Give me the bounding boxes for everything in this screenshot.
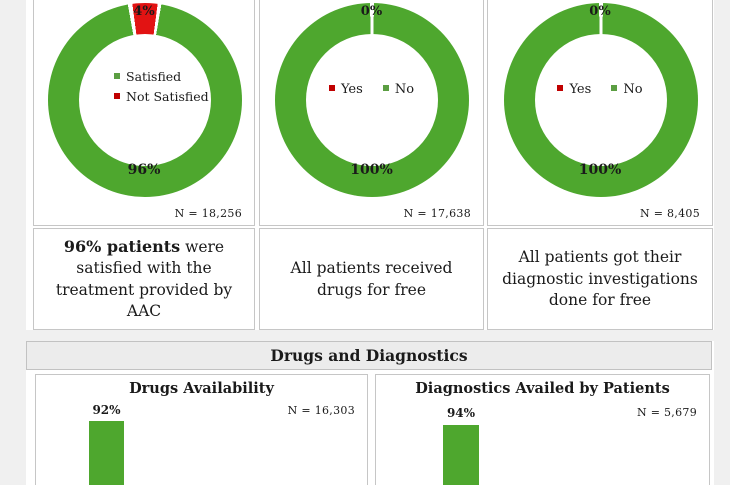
donut-chart-drugs-free [275,3,469,197]
legend-item-not-satisfied: Not Satisfied [114,89,209,104]
page-margin-left [0,0,26,485]
slice-label-satisfied: 96% [127,162,161,178]
legend-diagnostics-free: Yes No [488,82,712,97]
legend-marker-green [611,85,618,91]
donut-hole [79,34,211,166]
legend-marker-green [114,73,120,79]
donut-hole [306,34,438,166]
legend-label: No [394,82,415,97]
sample-size-label: N = 8,405 [639,207,700,220]
caption-text: All patients received drugs for free [290,259,453,299]
bar-value-label: 92% [92,403,121,417]
legend-item-yes: Yes [328,82,363,97]
slice-label-yes: 0% [360,4,383,19]
caption-diagnostics-free: All patients got their diagnostic invest… [487,228,713,330]
caption-drugs-free: All patients received drugs for free [259,228,484,330]
caption-satisfaction: 96% patients were satisfied with the tre… [33,228,255,330]
caption-text: All patients got their diagnostic invest… [502,248,698,310]
legend-item-satisfied: Satisfied [114,69,209,84]
sample-size-label: N = 5,679 [636,406,697,419]
donut-chart-satisfaction [48,3,242,197]
chart-panel-drugs-free: 0% 100% Yes No N = 17,638 [259,0,484,226]
bar-diagnostics-availed [443,425,479,485]
bar-chart-title: Diagnostics Availed by Patients [415,380,670,397]
legend-item-yes: Yes [557,82,591,97]
page-margin-right [714,0,730,485]
slice-label-not-satisfied: 4% [133,4,155,19]
donut-hole [535,34,667,166]
caption-bold-text: 96% patients [63,236,181,256]
chart-panel-diagnostics-free: 0% 100% Yes No N = 8,405 [487,0,713,226]
section-divider-band [0,330,730,341]
legend-label: Yes [340,82,363,97]
legend-item-no: No [382,82,415,97]
sample-size-label: N = 17,638 [403,207,471,220]
chart-panel-diagnostics-availed: Diagnostics Availed by Patients 94% N = … [375,374,710,485]
slice-label-no: 100% [350,162,393,178]
legend-marker-red [114,93,120,99]
legend-satisfaction: Satisfied Not Satisfied [114,69,209,109]
donut-chart-diagnostics-free [504,3,698,197]
slice-label-yes: 0% [589,4,611,19]
bar-chart-title: Drugs Availability [129,380,274,397]
legend-drugs-free: Yes No [260,82,483,97]
legend-label: Satisfied [126,69,182,84]
legend-marker-red [328,85,335,91]
chart-panel-drugs-availability: Drugs Availability 92% N = 16,303 [35,374,368,485]
section-title-drugs-and-diagnostics: Drugs and Diagnostics [26,341,712,370]
legend-label: No [623,82,643,97]
sample-size-label: N = 16,303 [287,404,355,417]
bar-drugs-availability [89,421,124,485]
legend-label: Yes [569,82,592,97]
chart-panel-satisfaction: 4% 96% Satisfied Not Satisfied N = 18,25… [33,0,255,226]
sample-size-label: N = 18,256 [174,207,242,220]
legend-item-no: No [611,82,643,97]
slice-label-no: 100% [578,162,622,178]
bar-value-label: 94% [446,406,476,420]
legend-marker-red [557,85,564,91]
caption-text: 96% patients were satisfied with the tre… [55,236,233,320]
legend-marker-green [382,85,389,91]
legend-label: Not Satisfied [126,89,209,104]
